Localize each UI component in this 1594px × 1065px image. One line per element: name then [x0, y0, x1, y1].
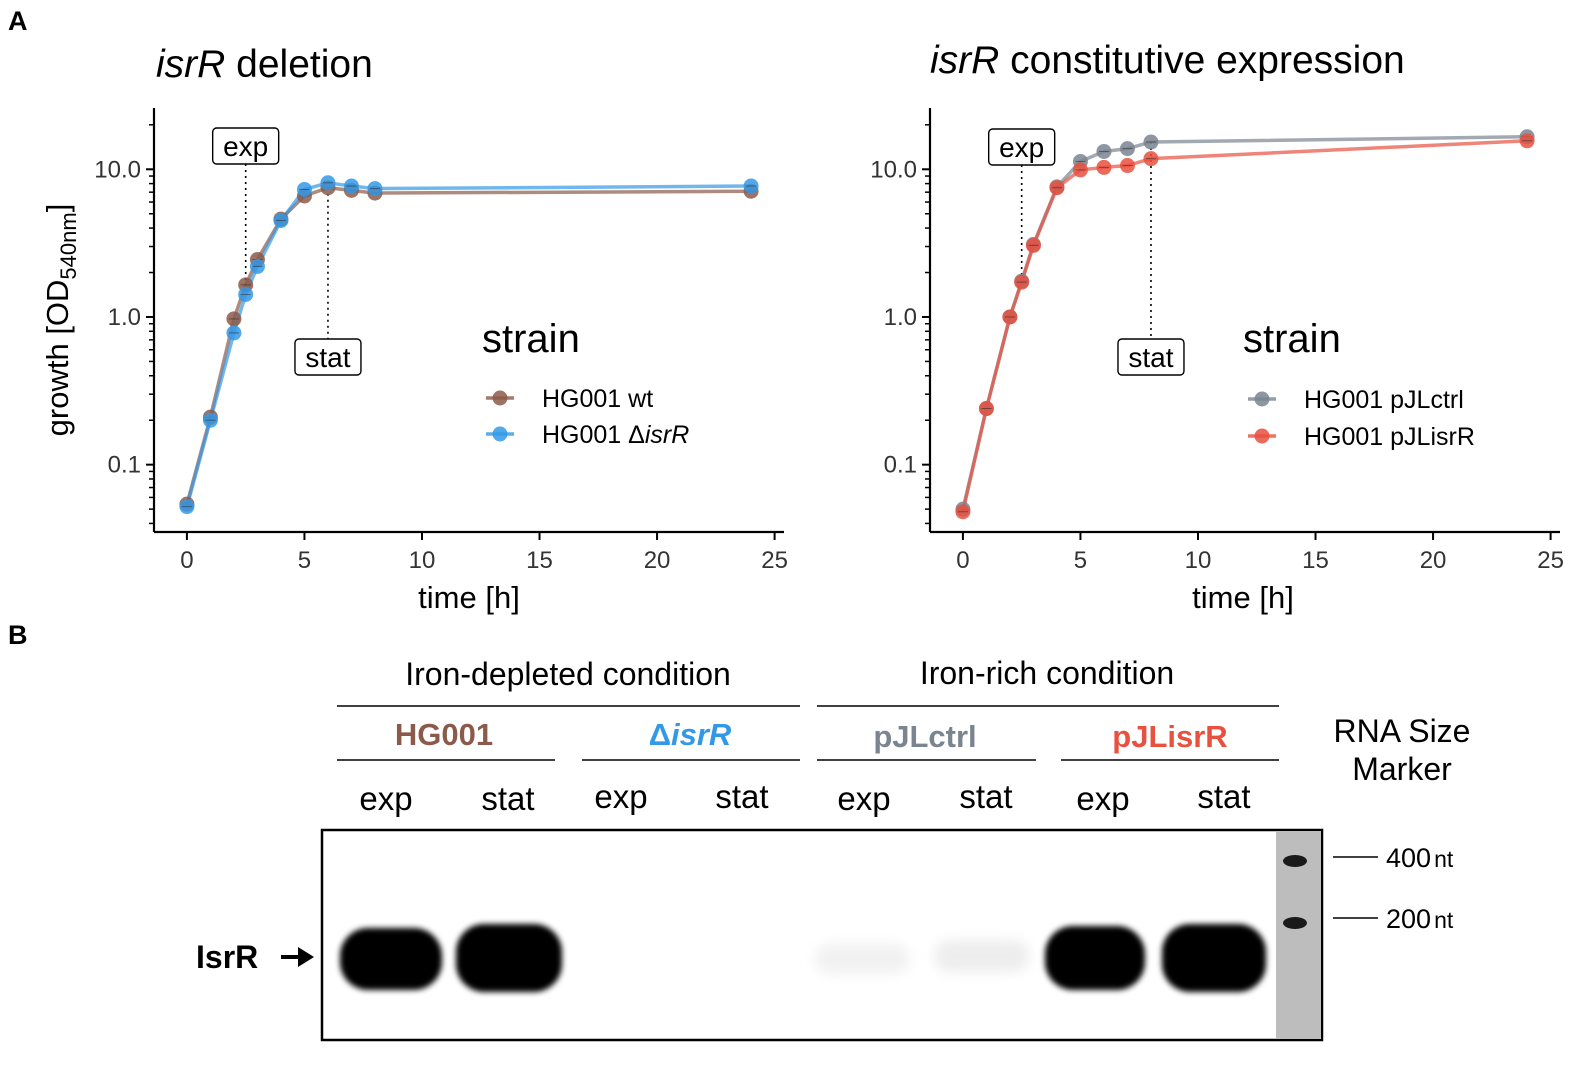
- x-tick-label: 10: [1185, 547, 1212, 574]
- northern-blot-panel: Iron-depleted condition Iron-rich condit…: [196, 655, 1471, 1042]
- y-tick-label: 1.0: [884, 304, 917, 331]
- growth-chart-deletion: isrR deletion growth [OD540nm] time [h] …: [40, 43, 788, 615]
- lane-label: exp: [837, 780, 890, 817]
- condition-iron-depleted: Iron-depleted condition: [405, 656, 731, 692]
- annotation-box: [211, 127, 280, 165]
- legend-marker: [1254, 391, 1270, 407]
- legend-label: HG001 pJLisrR: [1304, 423, 1475, 451]
- lane-label: exp: [359, 780, 412, 817]
- marker-title: RNA Size: [1334, 713, 1471, 749]
- x-tick-label: 10: [409, 547, 436, 574]
- panel-label-b: B: [8, 620, 28, 650]
- legend-marker: [1254, 428, 1270, 444]
- band-pjlisrR-exp: [1045, 926, 1145, 990]
- marker-band-200: [1283, 917, 1307, 929]
- band-pjlctrl-stat: [935, 940, 1029, 972]
- annotation-box: [987, 128, 1056, 166]
- marker-label-200: 200 nt: [1386, 904, 1454, 934]
- legend-marker: [492, 426, 508, 442]
- x-tick-label: 15: [1302, 547, 1329, 574]
- strain-label-pjlisrR: pJLisrR: [1112, 719, 1227, 754]
- lane-label: stat: [1197, 778, 1250, 815]
- condition-iron-rich: Iron-rich condition: [920, 655, 1174, 691]
- band-pjlctrl-exp: [815, 944, 909, 974]
- annotation-label: stat: [1128, 342, 1173, 373]
- lane-label: stat: [715, 778, 768, 815]
- y-tick-label: 0.1: [108, 452, 141, 479]
- annotation-box: [294, 338, 362, 376]
- lane-label: stat: [481, 780, 534, 817]
- x-tick-label: 20: [644, 547, 671, 574]
- annotation-label: exp: [223, 131, 268, 162]
- legend: HG001 wt HG001 ΔisrR: [486, 385, 689, 449]
- chart-title-constitutive: isrR constitutive expression: [930, 39, 1405, 82]
- x-tick-label: 0: [956, 547, 969, 574]
- x-tick-label: 15: [526, 547, 553, 574]
- lane-label: exp: [1076, 780, 1129, 817]
- x-tick-label: 0: [180, 547, 193, 574]
- legend-title: strain: [482, 317, 580, 361]
- strain-label-delta-isrR: ΔisrR: [649, 717, 732, 752]
- growth-chart-constitutive: isrR constitutive expression time [h] 0 5…: [870, 39, 1564, 615]
- strain-label-hg001: HG001: [395, 717, 493, 752]
- legend-label: HG001 ΔisrR: [542, 421, 689, 449]
- band-pjlisrR-stat: [1162, 924, 1266, 992]
- y-tick-label: 1.0: [108, 304, 141, 331]
- x-tick-label: 5: [298, 547, 311, 574]
- y-tick-label: 10.0: [870, 156, 917, 183]
- lane-label: exp: [594, 778, 647, 815]
- legend: HG001 pJLctrl HG001 pJLisrR: [1248, 386, 1475, 451]
- annotation-label: exp: [999, 132, 1044, 163]
- y-tick-label: 0.1: [884, 452, 917, 479]
- x-tick-label: 25: [1537, 547, 1564, 574]
- arrow-head-icon: [298, 947, 314, 967]
- x-tick-label: 20: [1420, 547, 1447, 574]
- x-axis-label: time [h]: [418, 580, 520, 615]
- marker-band-400: [1283, 855, 1307, 867]
- legend-label: HG001 wt: [542, 385, 653, 413]
- isrR-band-label: IsrR: [196, 939, 258, 975]
- x-axis-label: time [h]: [1192, 580, 1294, 615]
- legend-marker: [492, 390, 508, 406]
- x-tick-label: 5: [1074, 547, 1087, 574]
- legend-title: strain: [1243, 317, 1341, 361]
- y-axis-label: growth [OD540nm]: [40, 204, 81, 437]
- x-tick-label: 25: [761, 547, 788, 574]
- annotation-label: stat: [305, 342, 350, 373]
- marker-title: Marker: [1352, 751, 1452, 787]
- legend-label: HG001 pJLctrl: [1304, 386, 1464, 414]
- strain-label-pjlctrl: pJLctrl: [873, 719, 976, 754]
- series-line: [185, 181, 752, 508]
- annotation-box: [1117, 338, 1185, 376]
- panel-label-a: A: [8, 6, 28, 36]
- marker-label-400: 400 nt: [1386, 843, 1454, 873]
- band-hg001-stat: [456, 924, 562, 992]
- y-tick-label: 10.0: [94, 156, 141, 183]
- band-hg001-exp: [340, 928, 442, 990]
- chart-title-deletion: isrR deletion: [156, 43, 373, 86]
- lane-label: stat: [959, 778, 1012, 815]
